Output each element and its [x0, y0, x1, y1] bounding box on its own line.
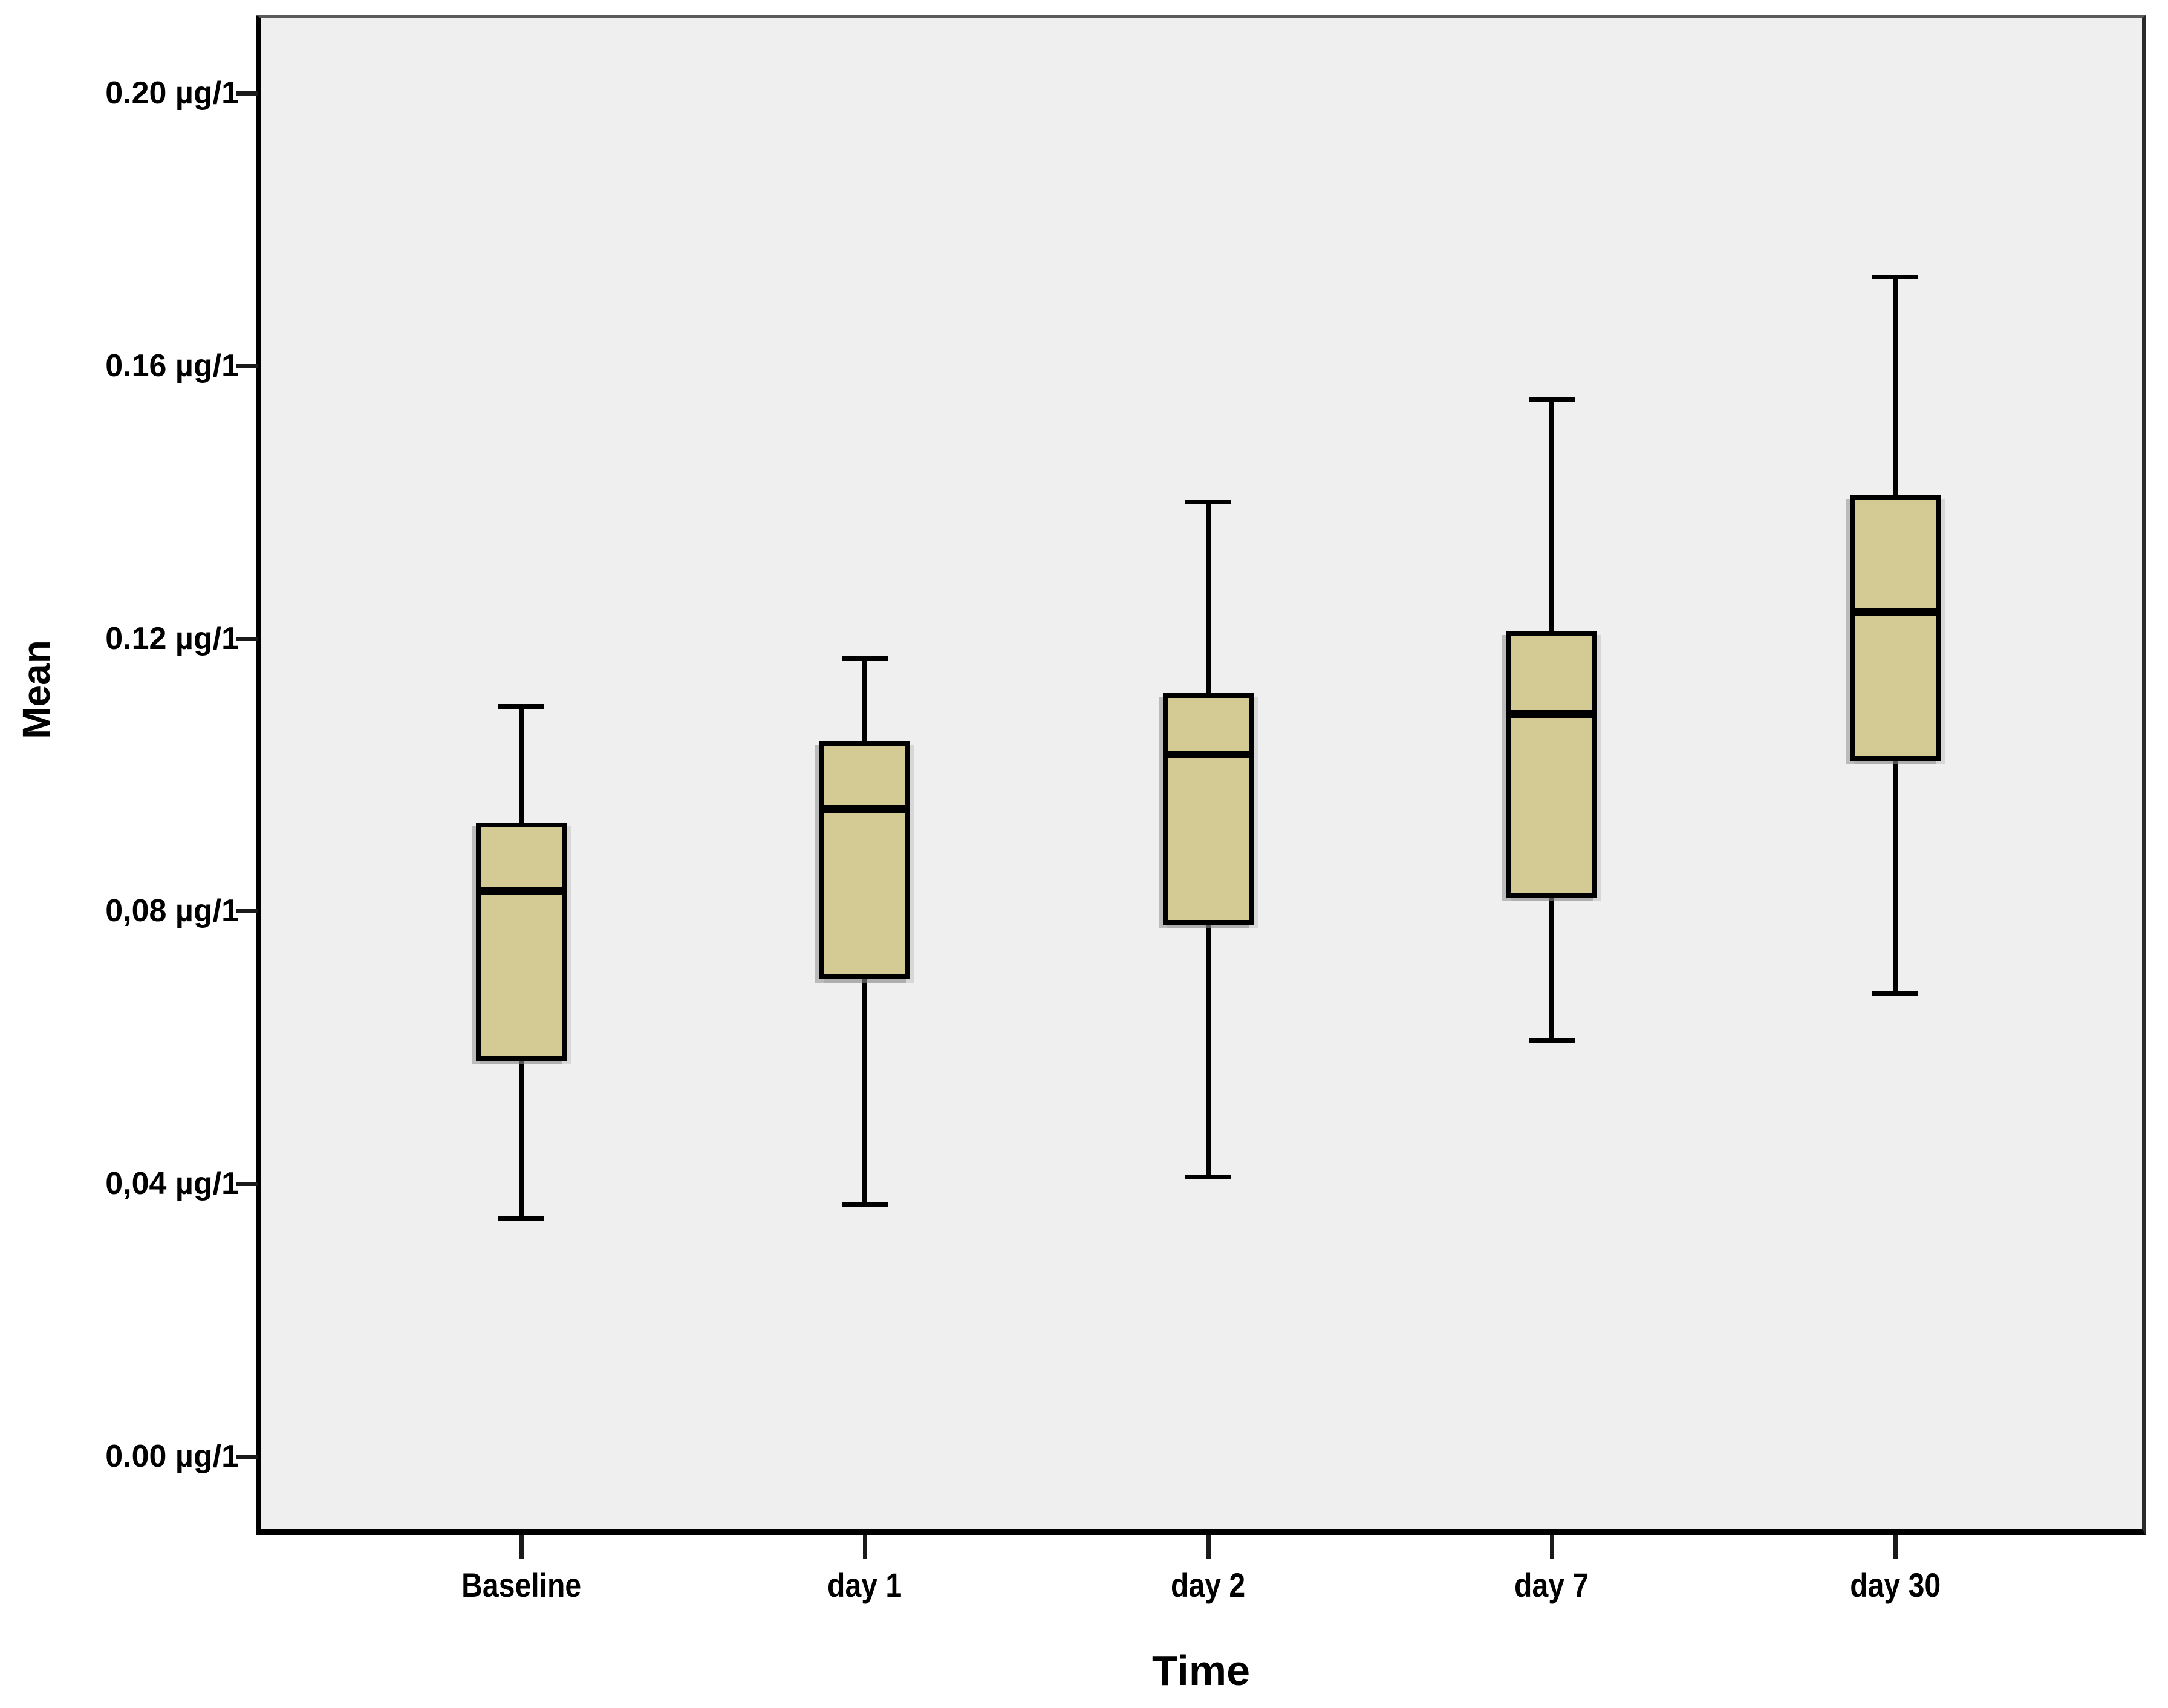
median-line	[476, 887, 567, 895]
y-tick-label: 0.16 µg/1	[105, 348, 239, 383]
box-iqr	[1506, 631, 1597, 898]
whisker-cap-top	[1529, 397, 1575, 403]
x-tick-label-text: day 2	[1171, 1566, 1246, 1604]
y-tick-label: 0.00 µg/1	[105, 1439, 239, 1474]
median-line	[1506, 709, 1597, 718]
whisker-cap-top	[842, 656, 888, 662]
y-tick-label: 0.20 µg/1	[105, 76, 239, 111]
whisker-cap-bottom	[842, 1202, 888, 1207]
x-tick-label-text: day 1	[827, 1566, 902, 1604]
x-axis-title: Time	[1151, 1647, 1251, 1694]
x-tick-label: day 7	[1431, 1566, 1673, 1604]
median-line	[1163, 751, 1254, 759]
y-axis-title: Mean	[15, 640, 58, 739]
x-tick-label: day 30	[1774, 1566, 2016, 1604]
x-tick-mark	[1550, 1535, 1554, 1559]
whisker-cap-bottom	[1529, 1038, 1575, 1043]
y-tick-label: 0,08 µg/1	[105, 893, 239, 929]
whisker-cap-bottom	[1185, 1174, 1231, 1179]
whisker-cap-bottom	[498, 1215, 544, 1221]
y-tick-label: 0,04 µg/1	[105, 1166, 239, 1202]
y-tick-mark	[236, 1455, 258, 1459]
x-tick-mark	[519, 1535, 524, 1559]
whisker-cap-top	[498, 704, 544, 709]
x-tick-mark	[1206, 1535, 1211, 1559]
x-tick-mark	[1893, 1535, 1898, 1559]
x-tick-label-text: day 30	[1850, 1566, 1941, 1604]
y-tick-mark	[236, 636, 258, 641]
box-iqr	[1850, 495, 1941, 761]
x-tick-mark	[863, 1535, 867, 1559]
y-tick-label: 0.12 µg/1	[105, 621, 239, 656]
x-tick-label-text: day 7	[1514, 1566, 1589, 1604]
y-tick-mark	[236, 91, 258, 96]
x-tick-label: day 2	[1087, 1566, 1329, 1604]
box-iqr	[819, 740, 910, 980]
whisker-cap-top	[1185, 500, 1231, 505]
whisker-cap-top	[1872, 275, 1918, 280]
x-tick-label: Baseline	[400, 1566, 642, 1604]
box-iqr	[476, 822, 567, 1061]
y-tick-mark	[236, 363, 258, 368]
whisker-cap-bottom	[1872, 990, 1918, 996]
y-tick-mark	[236, 1182, 258, 1187]
median-line	[1850, 607, 1941, 616]
x-tick-label-text: Baseline	[461, 1566, 582, 1604]
y-tick-mark	[236, 909, 258, 914]
box-iqr	[1163, 693, 1254, 925]
median-line	[819, 805, 910, 813]
x-tick-label: day 1	[744, 1566, 986, 1604]
